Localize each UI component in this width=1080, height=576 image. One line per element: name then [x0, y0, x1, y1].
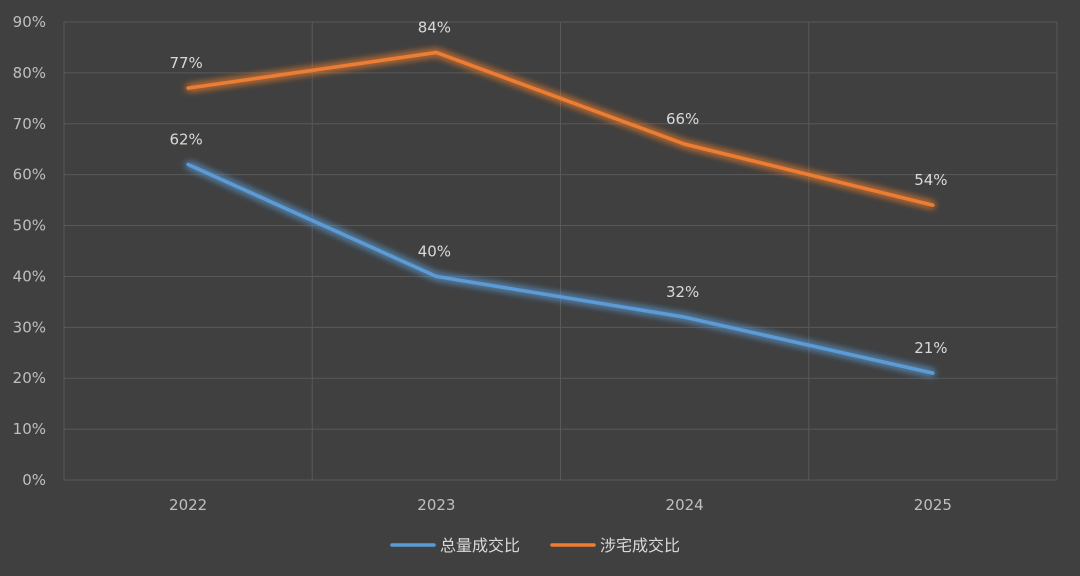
series-line-1 — [186, 162, 935, 375]
x-tick-label: 2022 — [169, 496, 207, 514]
y-tick-label: 20% — [13, 369, 46, 387]
data-label: 40% — [418, 242, 451, 260]
data-label-layer: 62% 40% 32% 21% 77% 84% 66% 54% — [169, 19, 947, 358]
x-axis-tick-labels: 2022 2023 2024 2025 — [169, 496, 952, 514]
data-label: 66% — [666, 110, 699, 128]
legend-label-2: 涉宅成交比 — [600, 536, 680, 555]
y-tick-label: 60% — [13, 166, 46, 184]
legend: 总量成交比 涉宅成交比 — [390, 536, 680, 555]
x-tick-label: 2025 — [914, 496, 952, 514]
grid-layer — [63, 21, 1058, 481]
y-tick-label: 40% — [13, 267, 46, 285]
data-label: 54% — [914, 171, 947, 189]
series-layer — [186, 50, 935, 375]
y-tick-label: 30% — [13, 318, 46, 336]
y-tick-label: 0% — [22, 471, 46, 489]
y-tick-label: 50% — [13, 217, 46, 235]
data-label: 62% — [169, 130, 202, 148]
y-axis-tick-labels: 0% 10% 20% 30% 40% 50% 60% 70% 80% 90% — [13, 13, 46, 489]
data-label: 21% — [914, 339, 947, 357]
x-tick-label: 2023 — [417, 496, 455, 514]
y-tick-label: 90% — [13, 13, 46, 31]
data-label: 77% — [169, 54, 202, 72]
y-tick-label: 80% — [13, 64, 46, 82]
y-tick-label: 10% — [13, 420, 46, 438]
x-tick-label: 2024 — [666, 496, 704, 514]
y-tick-label: 70% — [13, 115, 46, 133]
data-label: 32% — [666, 283, 699, 301]
data-label: 84% — [418, 19, 451, 37]
legend-label-1: 总量成交比 — [440, 536, 520, 555]
series-line-2 — [186, 50, 935, 207]
